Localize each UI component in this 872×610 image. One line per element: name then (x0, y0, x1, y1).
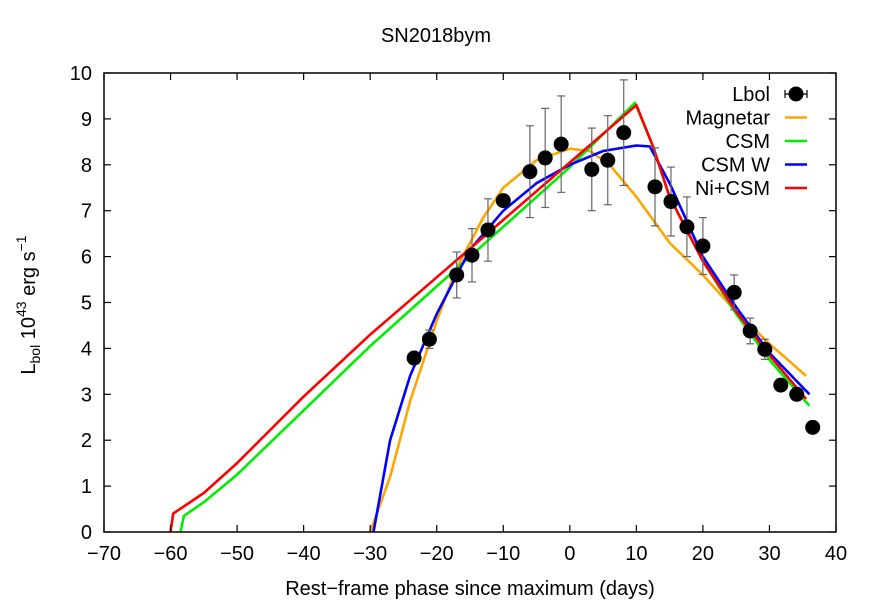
x-tick-label: −60 (154, 543, 188, 565)
data-point (421, 329, 437, 349)
data-point (480, 198, 496, 262)
x-tick-label: −70 (87, 543, 121, 565)
curve-ni-csm (169, 103, 808, 532)
curve-magnetar (368, 147, 807, 532)
legend-item-csm-w: CSM W (701, 155, 807, 177)
x-tick-label: 30 (758, 543, 780, 565)
x-tick-label: −50 (220, 543, 254, 565)
svg-text:Lbol: Lbol (732, 84, 770, 106)
x-tick-label: −20 (420, 543, 454, 565)
data-point (449, 251, 465, 299)
data-point (584, 127, 600, 212)
data-point (679, 196, 695, 258)
svg-text:CSM: CSM (726, 131, 770, 153)
x-tick-label: 40 (825, 543, 847, 565)
y-tick-label: 7 (81, 201, 92, 223)
data-point (726, 274, 742, 311)
y-tick-label: 4 (81, 338, 92, 360)
svg-text:Ni+CSM: Ni+CSM (695, 178, 770, 200)
x-tick-label: 10 (625, 543, 647, 565)
y-axis-label: Lbol 1043 erg s−1 (13, 235, 43, 375)
data-point (647, 147, 663, 227)
data-point (773, 377, 789, 393)
curve-csm-w (372, 144, 811, 532)
y-tick-label: 6 (81, 247, 92, 269)
axes: −70 −60 −50 −40 −30 −20 −10 0 10 20 30 40 0 1 2 3 4 5 6 7 8 9… (70, 63, 847, 565)
data-point (695, 216, 711, 276)
data-point (757, 338, 773, 361)
legend-item-lbol: Lbol (732, 84, 808, 106)
data-point (805, 419, 821, 435)
data-point (522, 125, 538, 219)
legend-item-csm: CSM (726, 131, 807, 153)
y-tick-label: 10 (70, 63, 92, 85)
y-tick-label: 1 (81, 476, 92, 498)
y-tick-label: 2 (81, 430, 92, 452)
data-point (553, 95, 569, 193)
chart-title: SN2018bym (380, 25, 492, 47)
data-point (537, 107, 553, 209)
x-tick-label: −30 (353, 543, 387, 565)
x-tick-label: −10 (486, 543, 520, 565)
y-tick-label: 3 (81, 384, 92, 406)
model-curves (169, 101, 811, 532)
x-axis-label: Rest−frame phase since maximum (days) (285, 578, 655, 600)
data-point (742, 317, 758, 345)
x-tick-label: 20 (692, 543, 714, 565)
data-point (600, 115, 616, 206)
data-point (789, 386, 805, 402)
legend-item-ni-csm: Ni+CSM (695, 178, 807, 200)
data-point (464, 228, 480, 283)
y-tick-label: 5 (81, 293, 92, 315)
x-tick-label: 0 (564, 543, 575, 565)
y-tick-label: 0 (81, 522, 92, 544)
data-points (406, 79, 821, 435)
y-tick-label: 8 (81, 155, 92, 177)
data-point (616, 79, 632, 187)
data-point (406, 350, 422, 366)
svg-text:Magnetar: Magnetar (686, 108, 771, 130)
svg-text:CSM W: CSM W (701, 155, 770, 177)
legend-item-magnetar: Magnetar (686, 108, 807, 130)
data-point (663, 166, 679, 237)
data-point (495, 193, 511, 209)
x-tick-label: −40 (287, 543, 321, 565)
y-tick-label: 9 (81, 109, 92, 131)
